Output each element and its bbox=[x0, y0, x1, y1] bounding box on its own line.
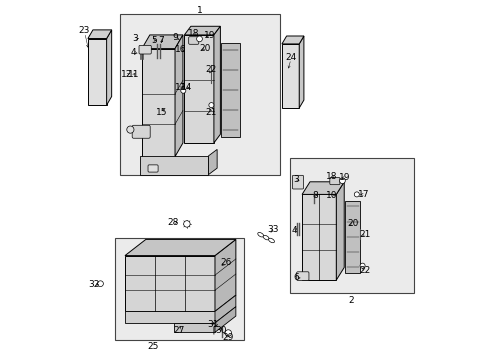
Polygon shape bbox=[215, 295, 235, 323]
Polygon shape bbox=[125, 239, 235, 256]
Ellipse shape bbox=[263, 235, 268, 240]
Text: 32: 32 bbox=[88, 280, 100, 289]
Text: 22: 22 bbox=[205, 65, 217, 74]
Text: 27: 27 bbox=[173, 326, 184, 335]
Polygon shape bbox=[221, 43, 239, 137]
Text: 30: 30 bbox=[215, 326, 227, 335]
Circle shape bbox=[339, 178, 345, 184]
Text: 17: 17 bbox=[358, 190, 369, 199]
Polygon shape bbox=[125, 311, 215, 323]
FancyBboxPatch shape bbox=[188, 37, 199, 44]
Polygon shape bbox=[345, 201, 360, 273]
Circle shape bbox=[181, 88, 185, 93]
Text: 20: 20 bbox=[347, 219, 358, 228]
Text: 23: 23 bbox=[79, 26, 90, 35]
Text: 21: 21 bbox=[359, 230, 370, 239]
Text: 28: 28 bbox=[167, 218, 179, 227]
Polygon shape bbox=[140, 156, 208, 175]
Circle shape bbox=[354, 192, 359, 197]
Text: 21: 21 bbox=[205, 108, 217, 117]
Text: 16: 16 bbox=[174, 45, 186, 54]
Text: 5: 5 bbox=[151, 36, 156, 45]
Circle shape bbox=[208, 103, 213, 108]
Text: 29: 29 bbox=[222, 333, 234, 342]
Text: 25: 25 bbox=[147, 342, 158, 351]
Text: 26: 26 bbox=[220, 258, 231, 267]
Bar bbox=[120, 14, 280, 175]
Text: 9: 9 bbox=[172, 33, 178, 42]
Text: 1: 1 bbox=[196, 5, 202, 14]
Text: 8: 8 bbox=[311, 191, 317, 199]
Polygon shape bbox=[142, 35, 183, 49]
Text: 19: 19 bbox=[338, 173, 349, 181]
Text: 4: 4 bbox=[291, 226, 296, 235]
Text: 10: 10 bbox=[325, 191, 337, 199]
Bar bbox=[289, 158, 413, 293]
Text: 12: 12 bbox=[121, 71, 132, 79]
FancyBboxPatch shape bbox=[148, 165, 158, 172]
Text: 33: 33 bbox=[266, 225, 278, 234]
Polygon shape bbox=[88, 39, 106, 105]
Circle shape bbox=[196, 36, 202, 42]
Polygon shape bbox=[282, 44, 299, 108]
Polygon shape bbox=[106, 30, 111, 105]
Circle shape bbox=[359, 263, 365, 268]
Circle shape bbox=[126, 126, 134, 133]
FancyBboxPatch shape bbox=[329, 177, 339, 185]
FancyBboxPatch shape bbox=[296, 272, 308, 280]
FancyBboxPatch shape bbox=[139, 45, 151, 54]
FancyBboxPatch shape bbox=[132, 125, 150, 138]
Text: 22: 22 bbox=[359, 266, 370, 275]
Text: 14: 14 bbox=[181, 83, 192, 92]
Text: 15: 15 bbox=[156, 108, 167, 117]
Polygon shape bbox=[184, 35, 213, 143]
Text: 11: 11 bbox=[127, 71, 139, 79]
Polygon shape bbox=[213, 26, 220, 143]
Text: 6: 6 bbox=[293, 274, 299, 282]
Circle shape bbox=[98, 281, 103, 287]
FancyBboxPatch shape bbox=[292, 175, 303, 189]
Polygon shape bbox=[142, 49, 175, 157]
Polygon shape bbox=[88, 30, 111, 39]
Polygon shape bbox=[184, 26, 220, 35]
Circle shape bbox=[224, 330, 231, 336]
Ellipse shape bbox=[257, 233, 263, 237]
Text: 7: 7 bbox=[158, 36, 163, 45]
Text: 3: 3 bbox=[132, 34, 138, 43]
Polygon shape bbox=[302, 194, 336, 280]
Polygon shape bbox=[215, 307, 235, 332]
Text: 24: 24 bbox=[285, 53, 296, 62]
Polygon shape bbox=[336, 182, 344, 280]
Text: 20: 20 bbox=[199, 44, 210, 53]
Polygon shape bbox=[175, 35, 183, 157]
Polygon shape bbox=[208, 149, 217, 175]
Text: 2: 2 bbox=[347, 296, 353, 305]
Text: 18: 18 bbox=[325, 172, 337, 181]
Text: 31: 31 bbox=[206, 320, 218, 329]
Text: 18: 18 bbox=[187, 29, 199, 38]
Polygon shape bbox=[125, 256, 215, 311]
Circle shape bbox=[183, 221, 190, 227]
Bar bbox=[115, 238, 244, 340]
Polygon shape bbox=[302, 182, 344, 194]
Text: 4: 4 bbox=[130, 48, 136, 57]
Text: 3: 3 bbox=[292, 175, 298, 184]
Polygon shape bbox=[282, 36, 303, 44]
Polygon shape bbox=[174, 323, 215, 332]
Text: 13: 13 bbox=[174, 83, 186, 92]
Polygon shape bbox=[299, 36, 303, 108]
Text: 19: 19 bbox=[203, 31, 215, 40]
Ellipse shape bbox=[268, 238, 274, 243]
Polygon shape bbox=[215, 239, 235, 311]
